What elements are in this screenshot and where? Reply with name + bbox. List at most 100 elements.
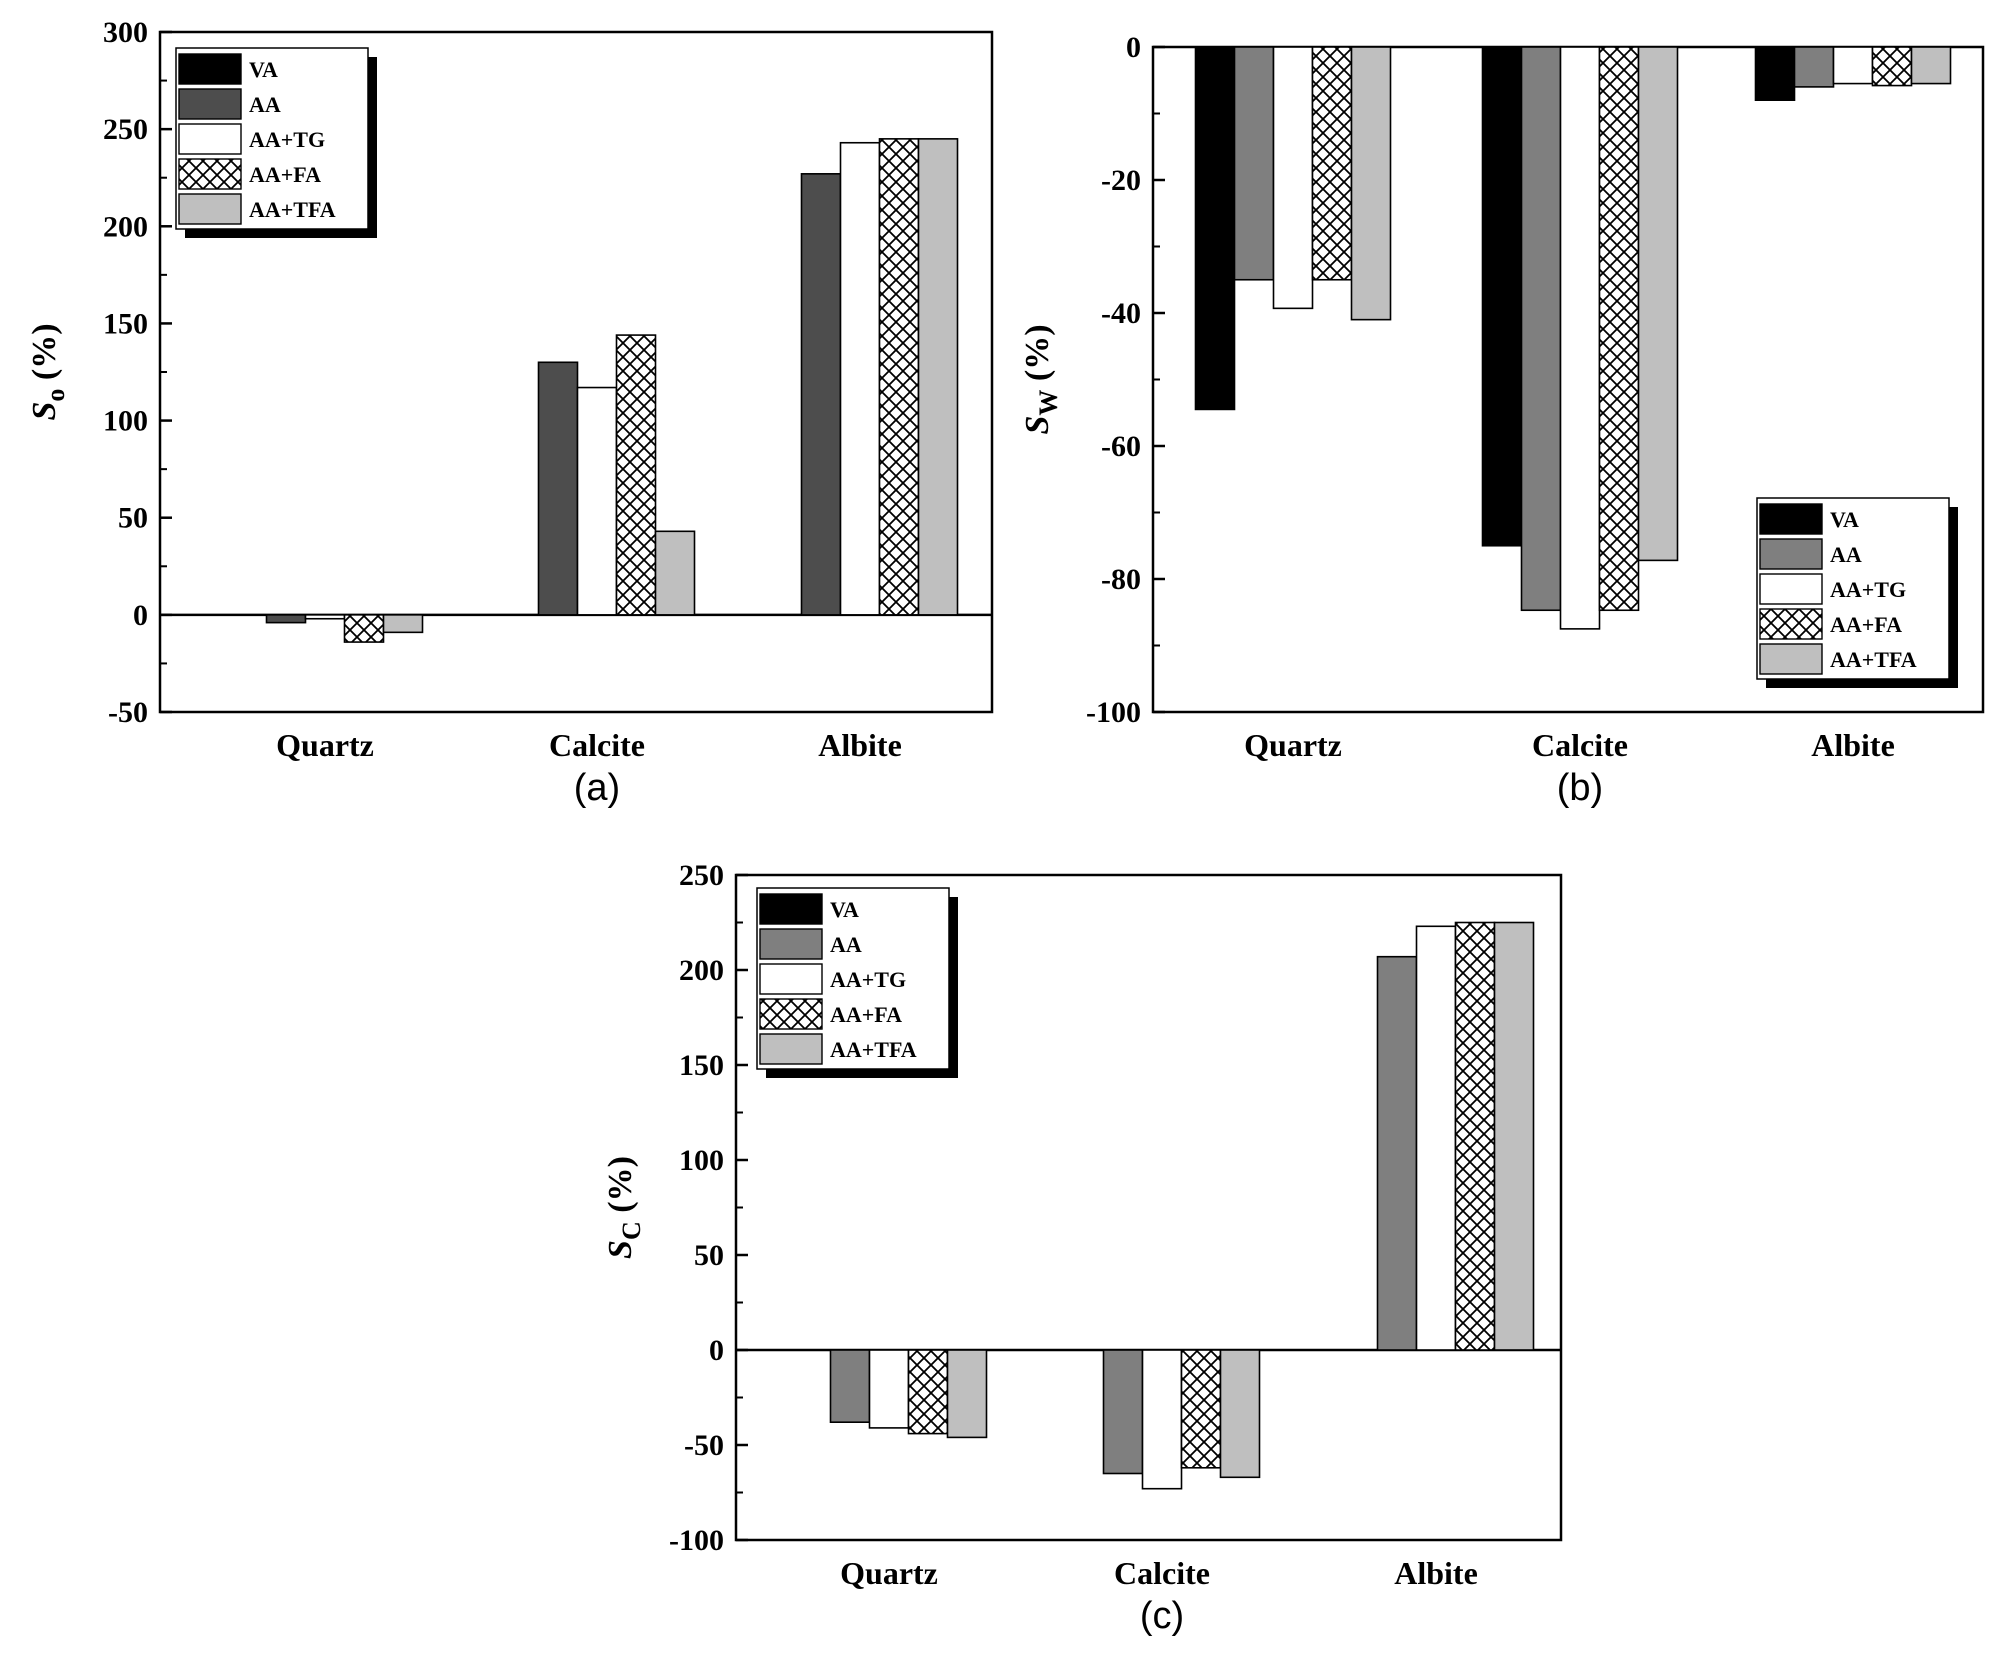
- legend-label: VA: [830, 897, 859, 922]
- bar-aa-albite: [1376, 955, 1418, 1351]
- bar-aa-tg-albite: [839, 141, 881, 616]
- panel-label: (b): [1557, 767, 1603, 809]
- bar-aa-fa-quartz: [1311, 46, 1353, 281]
- x-category-label: Albite: [818, 727, 902, 763]
- bar-aa-fa-albite: [878, 138, 920, 616]
- legend-swatch: [1759, 503, 1823, 535]
- legend-label: AA+TFA: [830, 1037, 917, 1062]
- legend-swatch: [1759, 573, 1823, 605]
- bar-aa-fa-albite: [1871, 46, 1913, 87]
- y-tick-label: -40: [1101, 297, 1141, 330]
- y-tick-label: 200: [679, 954, 724, 987]
- legend-swatch: [1759, 643, 1823, 675]
- legend-label: AA+FA: [249, 162, 321, 187]
- y-tick-label: 0: [709, 1334, 724, 1367]
- bar-aa-albite: [800, 173, 842, 616]
- x-category-label: Quartz: [840, 1555, 938, 1591]
- y-axis-title: SW (%): [1019, 324, 1063, 434]
- legend-label: VA: [249, 57, 278, 82]
- bar-aa-calcite: [1102, 1349, 1144, 1475]
- panel-label: (c): [1140, 1595, 1184, 1637]
- bar-aa-tfa-quartz: [1350, 46, 1392, 321]
- y-tick-label: 250: [103, 113, 148, 146]
- legend-swatch: [178, 53, 242, 85]
- y-tick-label: -20: [1101, 164, 1141, 197]
- legend-swatch: [759, 893, 823, 925]
- bar-aa-tg-calcite: [576, 386, 618, 616]
- bar-aa-tfa-quartz: [382, 614, 424, 634]
- bar-aa-albite: [1793, 46, 1835, 88]
- legend-label: AA+TFA: [1830, 647, 1917, 672]
- y-tick-label: 300: [103, 16, 148, 49]
- legend-swatch: [1759, 538, 1823, 570]
- legend-label: AA+TFA: [249, 197, 336, 222]
- y-tick-label: 150: [679, 1049, 724, 1082]
- y-tick-label: 50: [118, 502, 148, 535]
- bar-aa-quartz: [265, 614, 307, 624]
- y-tick-label: 0: [133, 599, 148, 632]
- y-tick-label: 100: [679, 1144, 724, 1177]
- bar-aa-calcite: [1520, 46, 1562, 612]
- y-tick-label: -50: [684, 1429, 724, 1462]
- legend-label: AA+TG: [249, 127, 325, 152]
- bar-va-calcite: [1481, 46, 1523, 547]
- y-axis-title: So (%): [26, 323, 70, 420]
- bar-aa-tfa-albite: [917, 138, 959, 616]
- bar-aa-fa-quartz: [907, 1349, 949, 1435]
- legend-swatch: [759, 1033, 823, 1065]
- x-category-label: Quartz: [1244, 727, 1342, 763]
- bar-aa-quartz: [1233, 46, 1275, 281]
- bar-aa-fa-calcite: [615, 334, 657, 616]
- y-tick-label: 50: [694, 1239, 724, 1272]
- legend-swatch: [759, 998, 823, 1030]
- bar-aa-tg-quartz: [1272, 46, 1314, 310]
- legend-label: AA+TG: [1830, 577, 1906, 602]
- bar-aa-tg-calcite: [1559, 46, 1601, 630]
- y-tick-label: 150: [103, 307, 148, 340]
- x-category-label: Calcite: [1114, 1555, 1210, 1591]
- bar-aa-fa-calcite: [1180, 1349, 1222, 1469]
- y-tick-label: 250: [679, 859, 724, 892]
- y-tick-label: 0: [1126, 31, 1141, 64]
- legend-label: AA: [1830, 542, 1862, 567]
- x-category-label: Calcite: [549, 727, 645, 763]
- bar-aa-tfa-calcite: [654, 530, 696, 616]
- legend-swatch: [178, 193, 242, 225]
- legend-swatch: [759, 928, 823, 960]
- legend-swatch: [178, 158, 242, 190]
- legend-swatch: [178, 88, 242, 120]
- legend-label: VA: [1830, 507, 1859, 532]
- chart-panel-c: -100 -50 0 50 100 150 200 250 SC (%) Quartz Calcit…: [602, 859, 1563, 1637]
- legend-swatch: [759, 963, 823, 995]
- legend-label: AA: [830, 932, 862, 957]
- bar-aa-tg-albite: [1415, 925, 1457, 1351]
- chart-panel-a: -50 0 50 100 150 200 250 300 So (%) Quartz Calcite…: [26, 16, 994, 809]
- y-tick-label: -100: [669, 1524, 724, 1557]
- bar-aa-tfa-quartz: [946, 1349, 988, 1439]
- legend-label: AA: [249, 92, 281, 117]
- x-category-label: Quartz: [276, 727, 374, 763]
- bar-aa-calcite: [537, 361, 579, 616]
- panel-label: (a): [574, 767, 620, 809]
- bar-aa-tfa-calcite: [1219, 1349, 1261, 1479]
- chart-panel-b: -100 -80 -60 -40 -20 0 SW (%) Quartz Calcite Albi…: [1019, 31, 1985, 809]
- y-tick-label: -50: [108, 696, 148, 729]
- x-category-label: Albite: [1394, 1555, 1478, 1591]
- bar-va-albite: [1754, 46, 1796, 102]
- bar-aa-tfa-albite: [1910, 46, 1952, 85]
- bar-aa-tfa-albite: [1493, 921, 1535, 1351]
- legend-swatch: [1759, 608, 1823, 640]
- bar-aa-tg-quartz: [304, 614, 346, 620]
- bar-aa-tfa-calcite: [1637, 46, 1679, 562]
- legend-swatch: [178, 123, 242, 155]
- legend-label: AA+TG: [830, 967, 906, 992]
- bar-aa-quartz: [829, 1349, 871, 1423]
- bar-va-quartz: [1194, 46, 1236, 411]
- bar-aa-fa-albite: [1454, 921, 1496, 1351]
- bar-aa-tg-quartz: [868, 1349, 910, 1429]
- y-tick-label: 200: [103, 210, 148, 243]
- bar-aa-tg-calcite: [1141, 1349, 1183, 1490]
- bar-aa-fa-quartz: [343, 614, 385, 643]
- y-tick-label: -100: [1086, 696, 1141, 729]
